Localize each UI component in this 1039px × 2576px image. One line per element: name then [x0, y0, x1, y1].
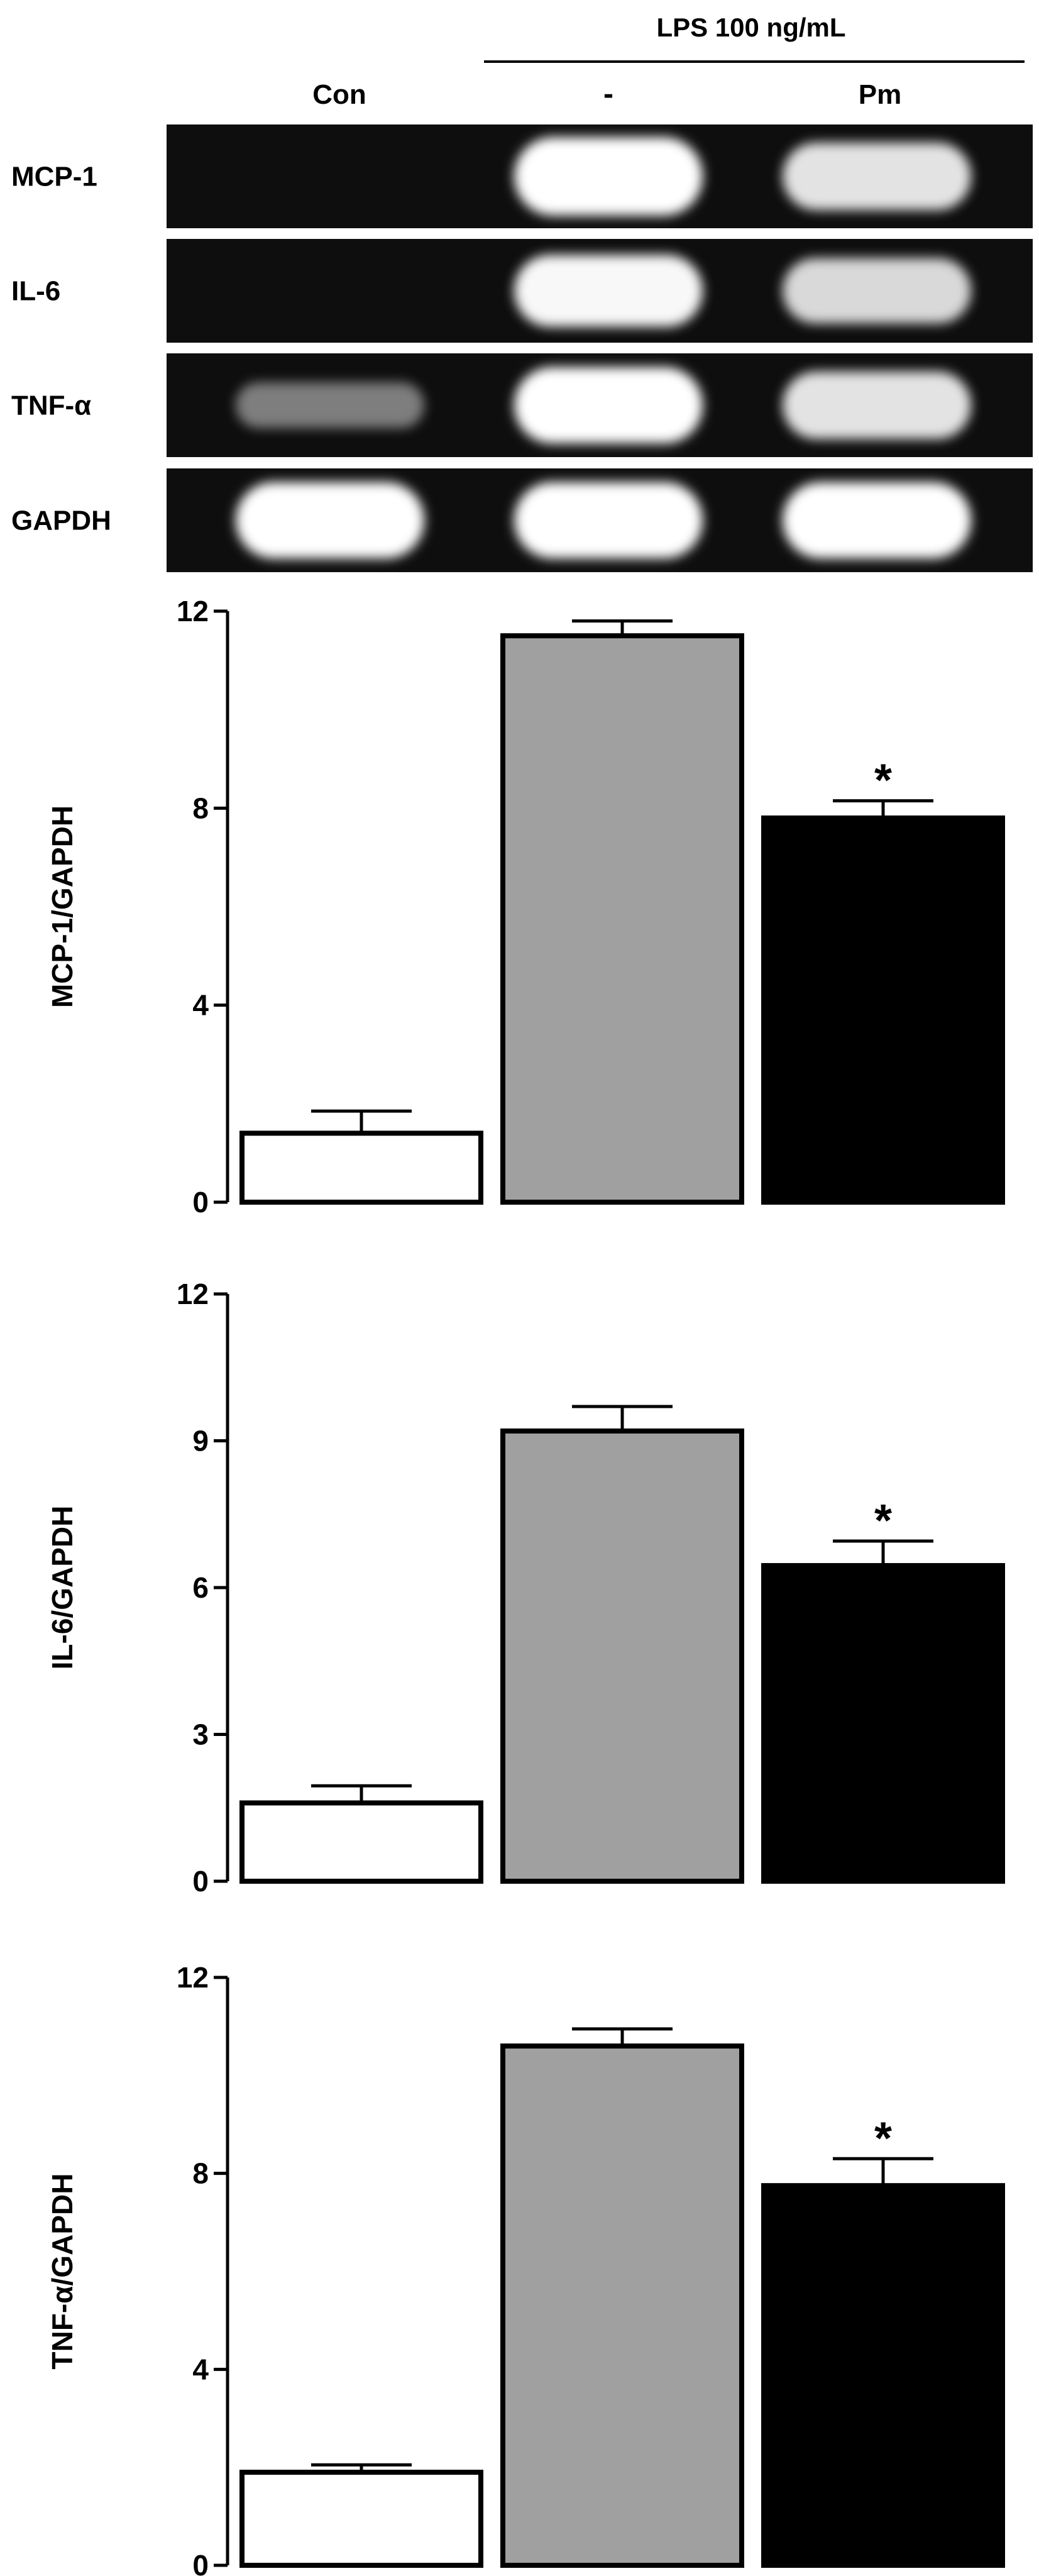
gel-row-label: MCP-1 [11, 162, 97, 192]
bar-pm [761, 815, 1005, 1205]
y-tick-label: 0 [192, 2549, 209, 2576]
gel-band [236, 382, 424, 428]
lane-label-pm: Pm [859, 79, 901, 110]
y-tick-label: 12 [177, 1278, 209, 1310]
y-axis-label: IL-6/GAPDH [46, 1506, 79, 1670]
bar-con [239, 1130, 483, 1205]
chart-0: 0 4 8 12 MCP-1/GAPDH * [46, 595, 1005, 1219]
gel-band [514, 137, 703, 216]
y-tick-label: 0 [192, 1865, 209, 1898]
gel-blot: MCP-1 IL-6 TNF-α GAPDH [11, 124, 1033, 572]
y-tick-label: 6 [192, 1571, 209, 1604]
significance-marker: * [874, 1496, 892, 1546]
treatment-label: LPS 100 ng/mL [656, 13, 845, 42]
chart-1: 0 3 6 9 12 IL-6/GAPDH * [46, 1278, 1005, 1898]
y-tick-label: 12 [177, 595, 209, 627]
gel-row-label: IL-6 [11, 276, 60, 307]
y-tick-label: 8 [192, 792, 209, 824]
lane-label-lps: - [603, 77, 613, 111]
y-tick-label: 4 [192, 989, 209, 1022]
gel-row-3: GAPDH [11, 468, 1033, 572]
significance-marker: * [874, 2113, 892, 2164]
gel-row-1: IL-6 [11, 239, 1033, 343]
bar-lps [500, 1428, 744, 1884]
gel-row-2: TNF-α [11, 353, 1033, 457]
y-tick-label: 4 [192, 2353, 209, 2385]
y-axis-label: MCP-1/GAPDH [46, 805, 79, 1008]
gel-band [514, 367, 703, 444]
gel-band [783, 371, 971, 439]
chart-2: 0 4 8 12 TNF-α/GAPDH * [46, 1961, 1005, 2576]
bar-pm [761, 1562, 1005, 1884]
bar-pm [761, 2183, 1005, 2568]
bar-lps [500, 633, 744, 1205]
gel-band [514, 255, 703, 327]
bar-con [239, 2469, 483, 2568]
y-tick-label: 12 [177, 1961, 209, 1994]
gel-band [236, 482, 424, 559]
y-axis-label: TNF-α/GAPDH [46, 2174, 79, 2370]
gel-row-0: MCP-1 [11, 124, 1033, 228]
gel-band [514, 482, 703, 559]
gel-band [783, 482, 971, 559]
bar-charts: 0 4 8 12 MCP-1/GAPDH * 0 3 6 9 12 IL-6/GAPDH * 0 4 8 12 T… [46, 595, 1005, 2576]
treatment-header: LPS 100 ng/mL Con - Pm [312, 13, 1025, 111]
lane-label-con: Con [312, 79, 366, 110]
bar-lps [500, 2043, 744, 2568]
y-tick-label: 0 [192, 1186, 209, 1219]
gel-band [783, 142, 971, 211]
significance-marker: * [874, 756, 892, 806]
bar-con [239, 1800, 483, 1884]
gel-row-label: GAPDH [11, 506, 111, 536]
y-tick-label: 8 [192, 2157, 209, 2190]
gel-band [783, 258, 971, 324]
y-tick-label: 9 [192, 1425, 209, 1457]
y-tick-label: 3 [192, 1718, 209, 1751]
gel-row-label: TNF-α [11, 390, 91, 421]
